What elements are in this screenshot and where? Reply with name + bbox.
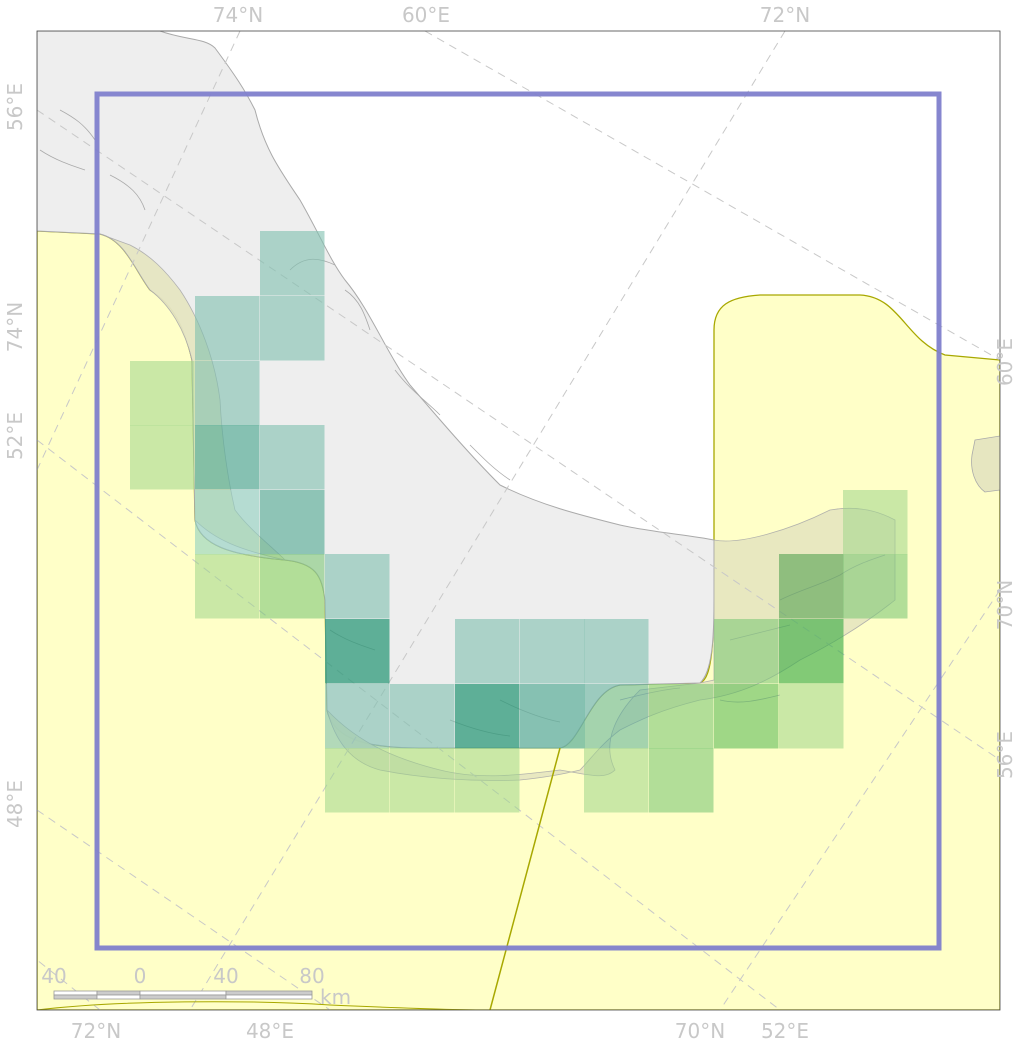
scale-unit: km <box>320 985 351 1009</box>
bottom-label-48e: 48°E <box>246 1019 294 1043</box>
top-label-60e: 60°E <box>402 3 450 27</box>
left-label-48e: 48°E <box>3 780 27 828</box>
left-label-56e: 56°E <box>3 83 27 131</box>
panel-border <box>36 30 1001 1011</box>
map-panel <box>37 31 1000 1010</box>
scale-tick-0: 0 <box>134 964 147 988</box>
bottom-label-70n: 70°N <box>675 1019 725 1043</box>
bottom-label-72n: 72°N <box>71 1019 121 1043</box>
right-labels: 60°E 70°N 56°E <box>993 338 1017 779</box>
scale-tick-40-left: 40 <box>41 964 66 988</box>
left-labels: 56°E 74°N 52°E 48°E <box>3 83 27 828</box>
grid-cells-green <box>130 361 908 813</box>
left-label-52e: 52°E <box>3 412 27 460</box>
top-label-74n: 74°N <box>213 3 263 27</box>
scale-tick-40: 40 <box>213 964 238 988</box>
boundary-line <box>489 747 561 1010</box>
scale-tick-80: 80 <box>299 964 324 988</box>
boundary-line-bottom <box>37 1001 491 1010</box>
right-label-60e: 60°E <box>993 338 1017 386</box>
top-labels: 74°N 60°E 72°N <box>213 3 810 27</box>
extent-frame <box>94 91 942 951</box>
land-island-east <box>971 435 1000 493</box>
grid-cells-teal <box>195 231 649 749</box>
bottom-labels: 72°N 48°E 70°N 52°E <box>71 1019 809 1043</box>
bottom-label-52e: 52°E <box>761 1019 809 1043</box>
left-label-74n: 74°N <box>3 302 27 352</box>
right-label-70n: 70°N <box>993 580 1017 630</box>
right-label-56e: 56°E <box>993 731 1017 779</box>
top-label-72n: 72°N <box>760 3 810 27</box>
scale-bar: 40 0 40 80 km <box>41 964 351 1009</box>
